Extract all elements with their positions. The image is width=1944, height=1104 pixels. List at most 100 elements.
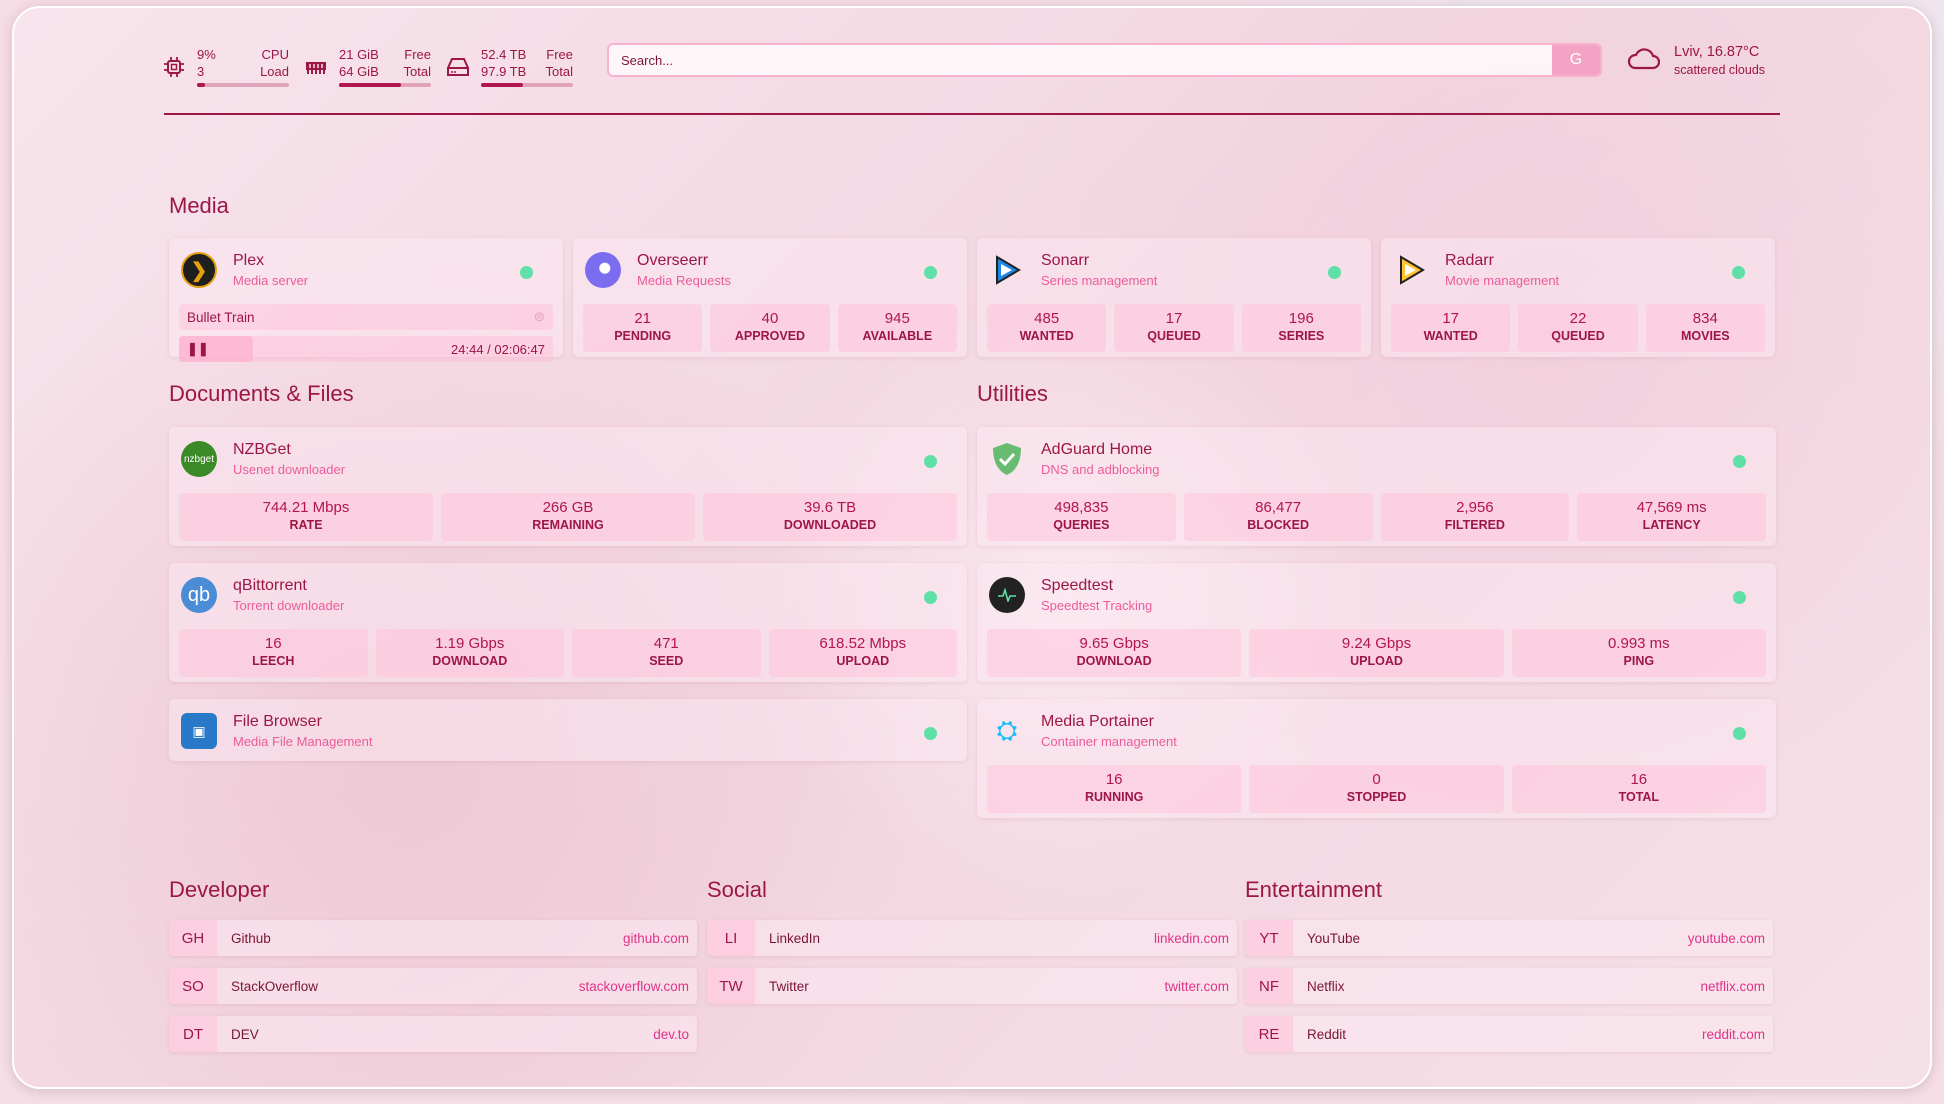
bookmark-url: stackoverflow.com	[578, 978, 689, 994]
service-card-plex[interactable]: ❯ Plex Media server Bullet Train ⊚ ❚❚ 24:44 /…	[169, 238, 563, 362]
bookmark-youtube[interactable]: YT YouTube youtube.com	[1245, 920, 1773, 956]
icon-label: nzbget	[183, 453, 215, 465]
service-card-nzbget[interactable]: nzbget NZBGet Usenet downloader 744.21 Mbps…	[169, 427, 967, 546]
disk-icon	[447, 57, 469, 76]
stat-value: 618.52 Mbps	[819, 635, 907, 652]
status-indicator	[924, 266, 937, 279]
bookmark-reddit[interactable]: RE Reddit reddit.com	[1245, 1016, 1773, 1052]
service-card-overseerr[interactable]: Overseerr Media Requests 21 PENDING 40 APPROV…	[573, 238, 967, 357]
stat-label: QUEUED	[1551, 329, 1605, 343]
stat-label: FILTERED	[1444, 518, 1505, 532]
service-description: Container management	[1041, 734, 1177, 749]
stat-value: 47,569 ms	[1636, 499, 1707, 516]
bookmark-linkedin[interactable]: LI LinkedIn linkedin.com	[707, 920, 1237, 956]
service-card-file-browser[interactable]: ▣ File Browser Media File Management	[169, 699, 967, 761]
service-description: Series management	[1041, 273, 1158, 288]
bookmark-url: github.com	[622, 930, 689, 946]
stat-label: BLOCKED	[1247, 518, 1310, 532]
bookmark-dev[interactable]: DT DEV dev.to	[169, 1016, 697, 1052]
stat-block: 17 QUEUED	[1114, 304, 1234, 352]
bookmark-name: YouTube	[1307, 930, 1361, 946]
bookmark-name: Twitter	[769, 978, 809, 994]
weather-widget: Lviv, 16.87°C scattered clouds	[1626, 44, 1765, 77]
bookmark-name: LinkedIn	[769, 930, 821, 946]
status-indicator	[1732, 266, 1745, 279]
stat-label: UPLOAD	[1350, 654, 1403, 668]
service-card-speedtest[interactable]: Speedtest Speedtest Tracking 9.65 Gbps DOWN…	[977, 563, 1776, 682]
service-card-radarr[interactable]: Radarr Movie management 17 WANTED 22 QUEUED 83…	[1381, 238, 1775, 357]
stat-block: 9.65 Gbps DOWNLOAD	[987, 629, 1242, 677]
bookmark-stackoverflow[interactable]: SO StackOverflow stackoverflow.com	[169, 968, 697, 1004]
service-stats: 744.21 Mbps RATE 266 GB REMAINING 39.6 TB DOW…	[179, 493, 957, 541]
service-card-sonarr[interactable]: Sonarr Series management 485 WANTED 17 QUEUED…	[977, 238, 1371, 357]
service-card-media-portainer[interactable]: ⛭ Media Portainer Container management 16 RU…	[977, 699, 1776, 818]
service-description: Movie management	[1445, 273, 1560, 288]
service-card-adguard-home[interactable]: AdGuard Home DNS and adblocking 498,835 QUE…	[977, 427, 1776, 546]
stat-block: 16 LEECH	[179, 629, 368, 677]
stat-block: 39.6 TB DOWNLOADED	[703, 493, 957, 541]
stat-value: 1.19 Gbps	[435, 635, 505, 652]
stat-label: UPLOAD	[836, 654, 890, 668]
bookmark-netflix[interactable]: NF Netflix netflix.com	[1245, 968, 1773, 1004]
stat-block: 47,569 ms LATENCY	[1577, 493, 1766, 541]
cloud-icon	[1627, 48, 1660, 70]
service-name: Plex	[233, 252, 265, 269]
service-description: Speedtest Tracking	[1041, 598, 1153, 613]
stat-label: LEECH	[252, 654, 295, 668]
stat-label: AVAILABLE	[862, 329, 933, 343]
bookmark-name: StackOverflow	[231, 978, 319, 994]
service-name: Radarr	[1445, 252, 1494, 269]
stat-block: 22 QUEUED	[1518, 304, 1638, 352]
stat-value: 40	[761, 310, 779, 327]
portainer-icon: ⛭	[996, 715, 1018, 745]
bookmark-abbr: LI	[707, 920, 755, 956]
stat-block: 266 GB REMAINING	[441, 493, 695, 541]
stat-block: 2,956 FILTERED	[1380, 493, 1570, 541]
search-input[interactable]	[609, 52, 1552, 68]
stat-label: REMAINING	[532, 518, 604, 532]
bookmark-github[interactable]: GH Github github.com	[169, 920, 697, 956]
stat-label: SEED	[649, 654, 684, 668]
bookmark-url: twitter.com	[1164, 978, 1229, 994]
stat-value: 498,835	[1054, 499, 1109, 516]
service-name: Overseerr	[637, 252, 709, 269]
bookmark-abbr: DT	[169, 1016, 217, 1052]
service-description: Media server	[233, 273, 309, 288]
stat-label: WANTED	[1423, 329, 1478, 343]
disk-widget: 52.4 TB 97.9 TB Free Total	[447, 46, 573, 87]
pause-icon[interactable]: ❚❚	[179, 336, 253, 362]
cpu-label-load: Load	[260, 64, 289, 79]
bookmark-url: reddit.com	[1701, 1026, 1765, 1042]
weather-condition: scattered clouds	[1674, 63, 1766, 77]
stat-label: PING	[1623, 654, 1655, 668]
service-stats: 485 WANTED 17 QUEUED 196 SERIES	[987, 304, 1361, 352]
plex-icon: ❯	[181, 252, 217, 288]
stat-block: 21 PENDING	[583, 304, 703, 352]
search-engine-button[interactable]: G	[1552, 45, 1600, 75]
now-playing-title: Bullet Train	[187, 309, 255, 325]
stat-value: 16	[264, 635, 282, 652]
service-stats: 498,835 QUERIES 86,477 BLOCKED 2,956 FILTERED…	[987, 493, 1766, 541]
page-frame	[12, 6, 1932, 1089]
stat-value: 16	[1630, 771, 1648, 788]
service-name: Speedtest	[1041, 577, 1114, 594]
sonarr-icon	[989, 252, 1025, 288]
disk-bar	[481, 83, 573, 87]
cpu-bar	[197, 83, 289, 87]
stat-label: RATE	[289, 518, 323, 532]
stat-block: 618.52 Mbps UPLOAD	[768, 629, 957, 677]
bookmark-abbr: YT	[1245, 920, 1293, 956]
status-indicator	[924, 455, 937, 468]
status-indicator	[924, 591, 937, 604]
stat-value: 196	[1288, 310, 1314, 327]
status-indicator	[1328, 266, 1341, 279]
weather-location: Lviv, 16.87°C	[1674, 44, 1760, 60]
stat-value: 16	[1105, 771, 1123, 788]
stat-block: 16 RUNNING	[987, 765, 1242, 813]
disk-free: 52.4 TB	[481, 47, 527, 62]
stat-value: 471	[653, 635, 679, 652]
disk-label-total: Total	[545, 64, 573, 79]
bookmark-twitter[interactable]: TW Twitter twitter.com	[707, 968, 1237, 1004]
stat-label: STOPPED	[1346, 790, 1407, 804]
service-card-qbittorrent[interactable]: qb qBittorrent Torrent downloader 16 LEECH 1.…	[169, 563, 967, 682]
